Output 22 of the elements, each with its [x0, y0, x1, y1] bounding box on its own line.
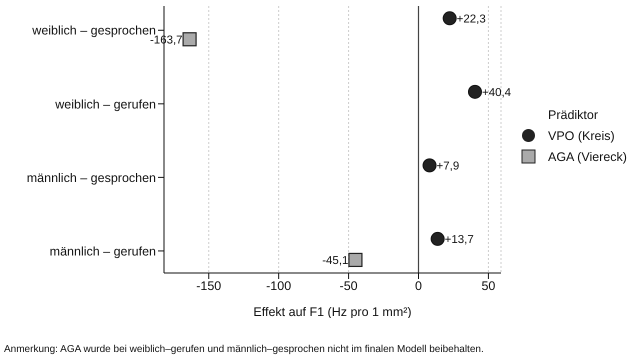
x-tick-label: -50	[340, 278, 358, 293]
x-tick-label: 50	[481, 278, 496, 293]
data-label: +13,7	[444, 234, 474, 246]
y-tick-label: männlich – gesprochen	[26, 170, 156, 185]
x-tick-label: 0	[415, 278, 422, 293]
data-label: +7,9	[436, 160, 460, 172]
point	[430, 232, 445, 246]
x-tick-label: -150	[196, 278, 222, 293]
y-tick-label: männlich – gerufen	[50, 244, 156, 258]
data-label: +22,3	[456, 13, 486, 26]
y-tick-label: weiblich – gerufen	[54, 97, 156, 112]
point	[442, 11, 457, 26]
x-tick-label: -100	[266, 278, 292, 293]
legend-title: Prädiktor	[548, 108, 600, 122]
text: Anmerkung: AGA wurde bei weiblich–gerufen und männlich–gesprochen nicht im finalen Modell beibehalten.	[4, 344, 484, 355]
legend-label: VPO (Kreis)	[548, 128, 615, 142]
point	[422, 158, 437, 172]
y-tick-label: weiblich – gesprochen	[31, 24, 156, 38]
legend-label: AGA (Viereck)	[548, 150, 627, 164]
data-label: -45,1	[322, 254, 348, 267]
point	[468, 84, 482, 99]
data-label: +40,4	[482, 86, 512, 99]
